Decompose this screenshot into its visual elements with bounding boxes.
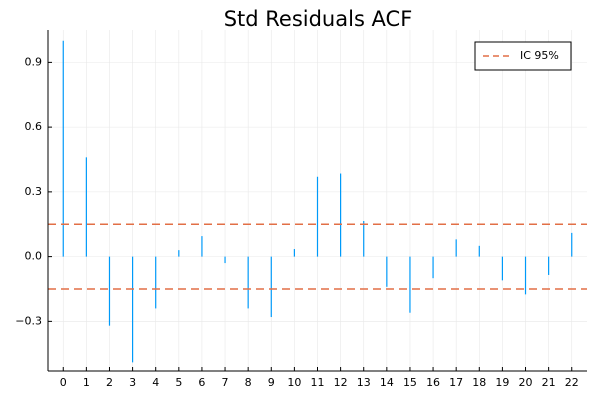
x-tick-label: 19 (495, 376, 509, 389)
x-tick-label: 1 (83, 376, 90, 389)
x-tick-label: 2 (106, 376, 113, 389)
chart-title: Std Residuals ACF (224, 7, 413, 31)
x-tick-label: 13 (357, 376, 371, 389)
x-tick-labels: 0 1 2 3 4 5 6 7 8 9 10 11 12 13 14 15 16 17 18 19 20 21 22 (60, 376, 579, 389)
legend-box (474, 41, 572, 71)
x-tick-label: 6 (198, 376, 205, 389)
x-tick-label: 8 (245, 376, 252, 389)
x-tick-label: 18 (472, 376, 486, 389)
y-tick-labels: −0.3 0.0 0.3 0.6 0.9 (15, 55, 42, 327)
y-tick-label: 0.3 (25, 185, 43, 198)
x-tick-label: 21 (542, 376, 556, 389)
y-tick-label: 0.9 (25, 55, 43, 68)
legend-label: IC 95% (520, 49, 559, 62)
y-tick-label: 0.0 (25, 250, 43, 263)
x-tick-label: 4 (152, 376, 159, 389)
x-tick-label: 17 (449, 376, 463, 389)
confidence-lines (48, 223, 587, 290)
x-tick-label: 20 (519, 376, 533, 389)
bar-series (62, 40, 573, 363)
y-tick-label: −0.3 (15, 314, 42, 327)
y-tick-label: 0.6 (25, 120, 43, 133)
x-tick-label: 3 (129, 376, 136, 389)
x-tick-label: 15 (403, 376, 417, 389)
axes (47, 30, 587, 372)
x-tick-label: 0 (60, 376, 67, 389)
x-tick-label: 9 (268, 376, 275, 389)
x-tick-label: 22 (565, 376, 579, 389)
x-tick-label: 12 (334, 376, 348, 389)
x-tick-label: 14 (380, 376, 394, 389)
x-tick-label: 5 (175, 376, 182, 389)
x-tick-label: 11 (311, 376, 325, 389)
legend: IC 95% (474, 41, 572, 71)
x-tick-label: 7 (222, 376, 229, 389)
x-tick-label: 10 (287, 376, 301, 389)
x-tick-label: 16 (426, 376, 440, 389)
